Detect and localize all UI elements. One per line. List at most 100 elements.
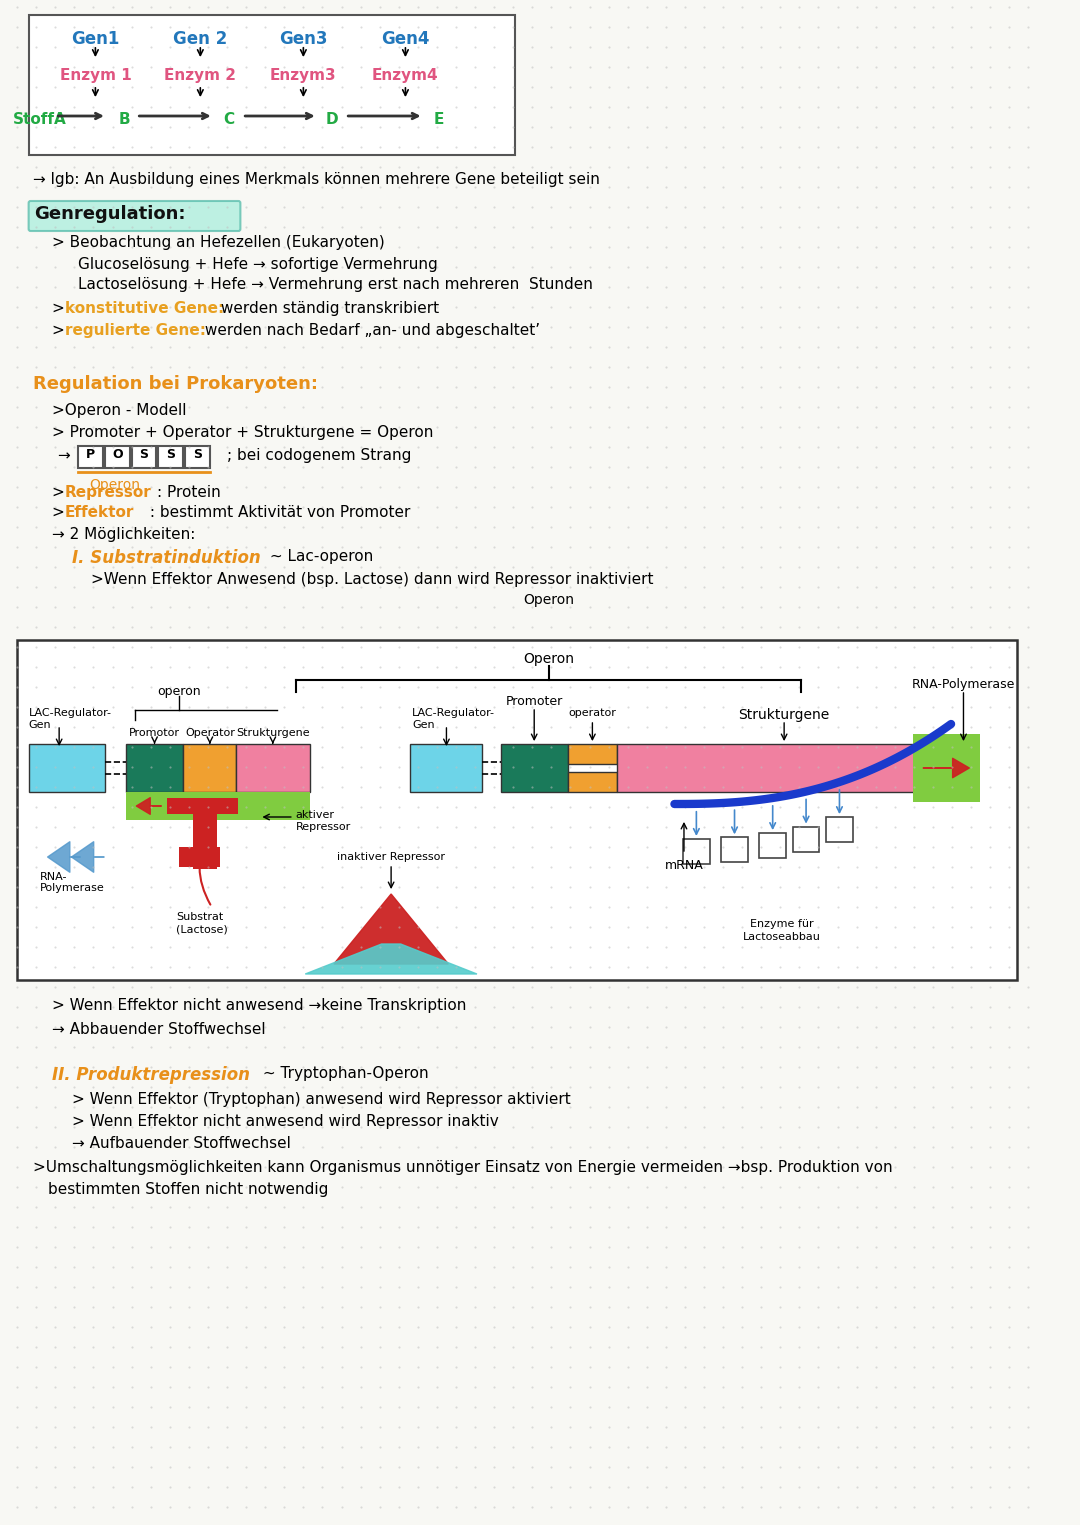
Text: ~ Tryptophan-Operon: ~ Tryptophan-Operon xyxy=(257,1066,428,1081)
FancyArrowPatch shape xyxy=(923,758,969,778)
Text: → 2 Möglichkeiten:: → 2 Möglichkeiten: xyxy=(53,528,195,541)
Text: Enzym3: Enzym3 xyxy=(270,69,337,82)
Text: P: P xyxy=(86,448,95,461)
Bar xyxy=(410,744,482,791)
Text: StoffA: StoffA xyxy=(13,111,67,127)
FancyArrowPatch shape xyxy=(71,842,104,872)
Bar xyxy=(721,837,747,862)
Text: >: > xyxy=(53,485,70,500)
Text: LAC-Regulator-: LAC-Regulator- xyxy=(413,708,495,718)
Bar xyxy=(185,445,210,468)
Text: : bestimmt Aktivität von Promoter: : bestimmt Aktivität von Promoter xyxy=(145,505,410,520)
Bar xyxy=(568,772,617,791)
Text: mRNA: mRNA xyxy=(665,859,704,872)
Text: operon: operon xyxy=(158,685,201,698)
Text: Effektor: Effektor xyxy=(65,505,134,520)
FancyArrowPatch shape xyxy=(48,842,80,872)
Bar xyxy=(759,833,786,859)
Text: → Aufbauender Stoffwechsel: → Aufbauender Stoffwechsel xyxy=(71,1136,291,1151)
Text: Enzyme für: Enzyme für xyxy=(751,920,814,929)
Text: S: S xyxy=(193,448,202,461)
Bar xyxy=(617,744,951,791)
Text: Gen4: Gen4 xyxy=(381,30,430,47)
Text: Polymerase: Polymerase xyxy=(40,883,105,894)
Text: ; bei codogenem Strang: ; bei codogenem Strang xyxy=(227,448,411,464)
Text: C: C xyxy=(224,111,234,127)
Bar xyxy=(17,640,1017,981)
Bar xyxy=(126,791,310,820)
Text: Promoter: Promoter xyxy=(505,695,563,708)
Text: Lactoseabbau: Lactoseabbau xyxy=(743,932,821,942)
Text: D: D xyxy=(326,111,338,127)
Text: B: B xyxy=(118,111,130,127)
Text: Strukturgene: Strukturgene xyxy=(237,727,310,738)
Bar xyxy=(159,445,184,468)
Text: Enzym 2: Enzym 2 xyxy=(164,69,237,82)
Text: Repressor: Repressor xyxy=(65,485,151,500)
Bar xyxy=(126,744,184,791)
Bar xyxy=(184,744,235,791)
Bar xyxy=(192,814,217,869)
Bar xyxy=(78,445,103,468)
Text: Repressor: Repressor xyxy=(296,822,351,833)
FancyBboxPatch shape xyxy=(28,201,241,230)
Bar xyxy=(179,846,197,868)
Text: S: S xyxy=(166,448,175,461)
Text: Operon: Operon xyxy=(523,653,573,666)
Text: Operon: Operon xyxy=(90,477,140,493)
Text: Lactoselösung + Hefe → Vermehrung erst nach mehreren  Stunden: Lactoselösung + Hefe → Vermehrung erst n… xyxy=(78,278,593,291)
Text: LAC-Regulator-: LAC-Regulator- xyxy=(28,708,111,718)
Bar xyxy=(28,15,515,156)
Text: →: → xyxy=(57,448,70,464)
Text: Gen: Gen xyxy=(28,720,51,730)
Text: S: S xyxy=(139,448,149,461)
Text: >: > xyxy=(53,300,70,316)
Bar xyxy=(826,817,853,842)
Text: >: > xyxy=(53,505,70,520)
Text: werden nach Bedarf „an- und abgeschaltet’: werden nach Bedarf „an- und abgeschaltet… xyxy=(200,323,540,339)
Text: > Beobachtung an Hefezellen (Eukaryoten): > Beobachtung an Hefezellen (Eukaryoten) xyxy=(53,235,386,250)
Bar xyxy=(28,744,105,791)
Text: Promotor: Promotor xyxy=(129,727,180,738)
Text: E: E xyxy=(434,111,444,127)
Text: RNA-Polymerase: RNA-Polymerase xyxy=(912,679,1015,691)
Text: >Operon - Modell: >Operon - Modell xyxy=(53,403,187,418)
Text: (Lactose): (Lactose) xyxy=(176,924,228,933)
Text: Gen: Gen xyxy=(413,720,435,730)
Text: Gen1: Gen1 xyxy=(71,30,120,47)
Bar xyxy=(913,734,980,802)
Bar xyxy=(235,744,310,791)
Text: Gen 2: Gen 2 xyxy=(173,30,228,47)
Text: I. Substratinduktion: I. Substratinduktion xyxy=(71,549,260,567)
Text: Strukturgene: Strukturgene xyxy=(739,708,829,721)
Text: werden ständig transkribiert: werden ständig transkribiert xyxy=(216,300,438,316)
Bar xyxy=(203,846,220,868)
Bar xyxy=(167,798,239,814)
Text: Glucoselösung + Hefe → sofortige Vermehrung: Glucoselösung + Hefe → sofortige Vermehr… xyxy=(78,258,438,271)
Text: → Abbauender Stoffwechsel: → Abbauender Stoffwechsel xyxy=(53,1022,266,1037)
Text: aktiver: aktiver xyxy=(296,810,335,820)
Text: regulierte Gene:: regulierte Gene: xyxy=(65,323,206,339)
Polygon shape xyxy=(334,894,448,964)
Text: Genregulation:: Genregulation: xyxy=(35,204,186,223)
Text: → lgb: An Ausbildung eines Merkmals können mehrere Gene beteiligt sein: → lgb: An Ausbildung eines Merkmals könn… xyxy=(33,172,600,188)
Bar xyxy=(132,445,157,468)
Bar xyxy=(501,744,568,791)
Bar xyxy=(683,839,710,863)
Text: RNA-: RNA- xyxy=(40,872,68,881)
Text: >Umschaltungsmöglichkeiten kann Organismus unnötiger Einsatz von Energie vermeid: >Umschaltungsmöglichkeiten kann Organism… xyxy=(33,1161,893,1174)
Text: II. Produktrepression: II. Produktrepression xyxy=(53,1066,251,1084)
Text: Enzym4: Enzym4 xyxy=(373,69,438,82)
Text: Operator: Operator xyxy=(185,727,234,738)
Polygon shape xyxy=(306,944,477,974)
Text: Enzym 1: Enzym 1 xyxy=(59,69,132,82)
Bar xyxy=(105,445,130,468)
Bar xyxy=(793,827,820,851)
Text: > Promoter + Operator + Strukturgene = Operon: > Promoter + Operator + Strukturgene = O… xyxy=(53,425,434,441)
Text: > Wenn Effektor (Tryptophan) anwesend wird Repressor aktiviert: > Wenn Effektor (Tryptophan) anwesend wi… xyxy=(71,1092,570,1107)
Bar xyxy=(568,744,617,764)
Text: inaktiver Repressor: inaktiver Repressor xyxy=(337,852,445,862)
FancyArrowPatch shape xyxy=(136,798,161,814)
Text: : Protein: : Protein xyxy=(158,485,221,500)
Text: >Wenn Effektor Anwesend (bsp. Lactose) dann wird Repressor inaktiviert: >Wenn Effektor Anwesend (bsp. Lactose) d… xyxy=(91,572,653,587)
